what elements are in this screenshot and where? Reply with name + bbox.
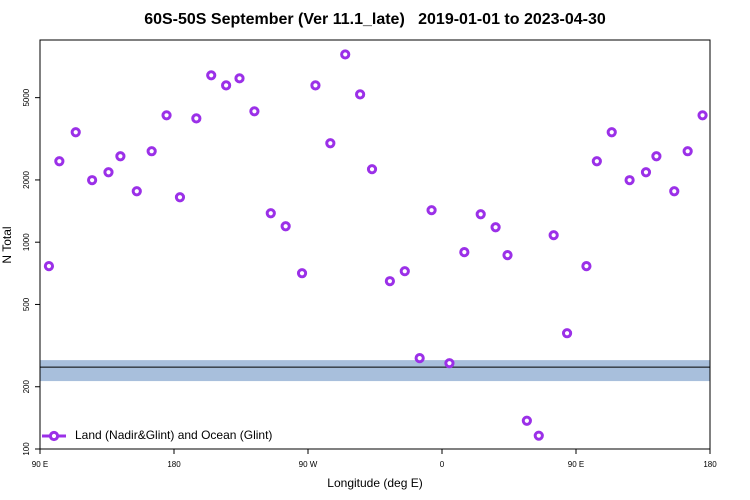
legend-label: Land (Nadir&Glint) and Ocean (Glint) bbox=[75, 428, 272, 442]
point bbox=[265, 208, 276, 219]
point bbox=[87, 175, 98, 186]
point bbox=[682, 146, 693, 157]
point bbox=[146, 146, 157, 157]
legend-marker bbox=[48, 430, 60, 442]
point bbox=[280, 221, 291, 232]
chart-title: 60S-50S September (Ver 11.1_late) 2019-0… bbox=[144, 11, 606, 28]
y-tick-label: 200 bbox=[22, 380, 31, 394]
x-tick-label: 180 bbox=[167, 460, 181, 469]
point bbox=[70, 127, 81, 138]
point bbox=[591, 156, 602, 167]
y-tick-label: 500 bbox=[22, 297, 31, 311]
point bbox=[206, 70, 217, 81]
y-tick-label: 5000 bbox=[22, 88, 31, 106]
point bbox=[414, 353, 425, 364]
point bbox=[161, 110, 172, 121]
x-tick-label: 180 bbox=[703, 460, 717, 469]
x-tick-label: 90 E bbox=[568, 460, 584, 469]
y-tick-label: 100 bbox=[22, 442, 31, 456]
point bbox=[606, 127, 617, 138]
point bbox=[399, 266, 410, 277]
y-tick-label: 1000 bbox=[22, 233, 31, 251]
point bbox=[561, 328, 573, 339]
point bbox=[669, 186, 680, 197]
point bbox=[310, 80, 321, 91]
point bbox=[640, 167, 652, 178]
point bbox=[444, 358, 455, 369]
x-tick-label: 90 E bbox=[32, 460, 48, 469]
point bbox=[325, 138, 336, 149]
point bbox=[490, 222, 501, 233]
point bbox=[533, 430, 544, 441]
point bbox=[103, 167, 114, 178]
point bbox=[43, 261, 55, 272]
x-tick-label: 0 bbox=[440, 460, 445, 469]
point bbox=[384, 276, 395, 287]
point bbox=[366, 164, 378, 175]
x-axis-label: Longitude (deg E) bbox=[327, 476, 422, 490]
point bbox=[340, 49, 351, 60]
point bbox=[624, 175, 635, 186]
point bbox=[581, 261, 592, 272]
point bbox=[502, 250, 513, 261]
y-tick-label: 2000 bbox=[22, 170, 31, 188]
point bbox=[249, 106, 260, 117]
y-axis-label: N Total bbox=[0, 226, 14, 263]
point bbox=[174, 192, 186, 203]
x-tick-label: 90 W bbox=[299, 460, 318, 469]
point bbox=[54, 156, 65, 167]
point bbox=[296, 268, 308, 279]
point bbox=[191, 113, 202, 124]
point bbox=[548, 230, 559, 241]
point bbox=[355, 89, 366, 100]
point bbox=[697, 110, 708, 121]
point bbox=[221, 80, 232, 91]
band bbox=[40, 360, 710, 382]
point bbox=[426, 205, 437, 216]
plot-frame bbox=[39, 39, 711, 450]
point bbox=[131, 186, 142, 197]
point bbox=[475, 209, 486, 220]
point bbox=[459, 247, 470, 258]
point bbox=[234, 73, 245, 84]
point bbox=[651, 151, 662, 162]
point bbox=[115, 151, 126, 162]
point bbox=[521, 415, 532, 426]
